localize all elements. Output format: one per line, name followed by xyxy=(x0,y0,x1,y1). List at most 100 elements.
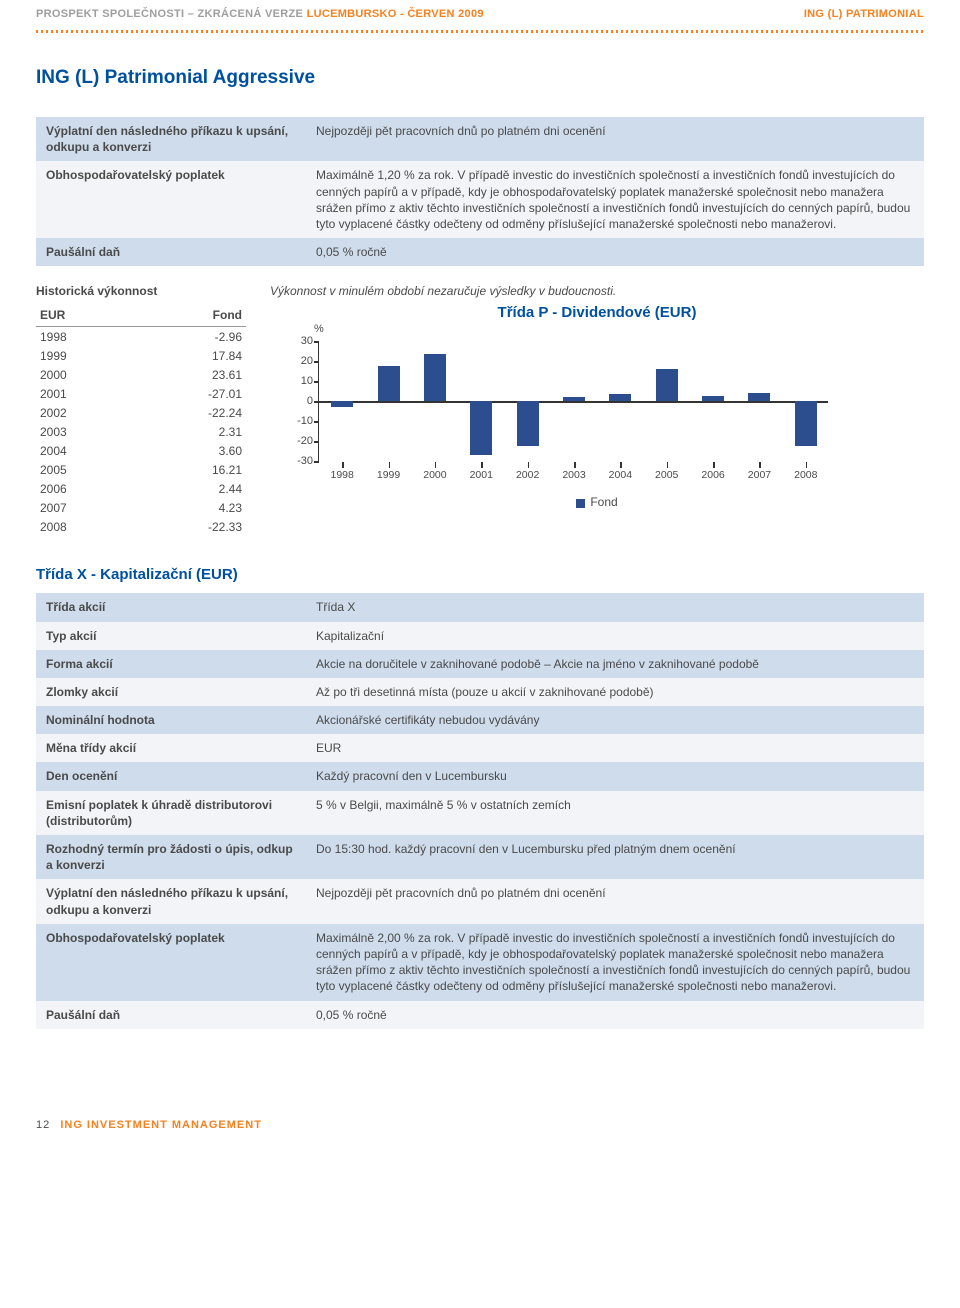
table-row: Emisní poplatek k úhradě distributorovi … xyxy=(36,791,924,835)
x-tick xyxy=(759,462,761,468)
row-value: EUR xyxy=(306,734,924,762)
x-tick xyxy=(806,462,808,468)
row-value: Maximálně 1,20 % za rok. V případě inves… xyxy=(306,161,924,238)
table-row: Paušální daň0,05 % ročně xyxy=(36,238,924,266)
y-tick-label: 0 xyxy=(289,395,319,407)
history-row: 20062.44 xyxy=(36,479,246,498)
history-value: -22.33 xyxy=(131,517,246,536)
chart-block: Výkonnost v minulém období nezaručuje vý… xyxy=(270,284,924,509)
header-left: PROSPEKT SPOLEČNOSTI – ZKRÁCENÁ VERZE LU… xyxy=(36,8,484,20)
history-value: 17.84 xyxy=(131,346,246,365)
section-x-table: Třída akciíTřída XTyp akciíKapitalizační… xyxy=(36,593,924,1028)
x-tick xyxy=(435,462,437,468)
history-row: 1998-2.96 xyxy=(36,327,246,347)
history-table: EURFond1998-2.96199917.84200023.612001-2… xyxy=(36,306,246,536)
row-label: Obhospodařovatelský poplatek xyxy=(36,924,306,1001)
history-row: 199917.84 xyxy=(36,346,246,365)
history-value: 16.21 xyxy=(131,460,246,479)
row-value: Až po tři desetinná místa (pouze u akcií… xyxy=(306,678,924,706)
row-label: Třída akcií xyxy=(36,593,306,621)
x-tick-label: 1999 xyxy=(377,469,400,481)
legend-label: Fond xyxy=(590,495,617,509)
bar xyxy=(424,354,446,401)
chart-title: Třída P - Dividendové (EUR) xyxy=(270,304,924,321)
row-label: Paušální daň xyxy=(36,1001,306,1029)
chart-note: Výkonnost v minulém období nezaručuje vý… xyxy=(270,284,924,298)
history-year: 2000 xyxy=(36,365,131,384)
history-row: 200023.61 xyxy=(36,365,246,384)
row-value: Kapitalizační xyxy=(306,622,924,650)
page-number: 12 xyxy=(36,1119,50,1131)
row-value: 0,05 % ročně xyxy=(306,1001,924,1029)
bar xyxy=(609,394,631,401)
table-row: Den oceněníKaždý pracovní den v Lucembur… xyxy=(36,762,924,790)
x-tick xyxy=(481,462,483,468)
row-value: 5 % v Belgii, maximálně 5 % v ostatních … xyxy=(306,791,924,835)
x-tick xyxy=(389,462,391,468)
chart-legend: Fond xyxy=(270,495,924,509)
x-tick-label: 2005 xyxy=(655,469,678,481)
history-row: 200516.21 xyxy=(36,460,246,479)
x-tick xyxy=(574,462,576,468)
bar xyxy=(795,401,817,446)
chart-pct-label: % xyxy=(314,323,924,335)
history-row: 2008-22.33 xyxy=(36,517,246,536)
dotted-divider xyxy=(36,30,924,33)
bar xyxy=(378,366,400,402)
table-row: Forma akciíAkcie na doručitele v zakniho… xyxy=(36,650,924,678)
table-row: Obhospodařovatelský poplatekMaximálně 2,… xyxy=(36,924,924,1001)
y-tick-label: 30 xyxy=(289,335,319,347)
page-header: PROSPEKT SPOLEČNOSTI – ZKRÁCENÁ VERZE LU… xyxy=(36,8,924,30)
history-value: 2.31 xyxy=(131,422,246,441)
row-label: Typ akcií xyxy=(36,622,306,650)
x-tick-label: 2006 xyxy=(701,469,724,481)
x-tick-label: 2003 xyxy=(562,469,585,481)
row-value: Maximálně 2,00 % za rok. V případě inves… xyxy=(306,924,924,1001)
row-label: Výplatní den následného příkazu k upsání… xyxy=(36,879,306,923)
legend-swatch xyxy=(576,499,585,508)
x-tick xyxy=(620,462,622,468)
y-tick-label: 10 xyxy=(289,375,319,387)
table-row: Rozhodný termín pro žádosti o úpis, odku… xyxy=(36,835,924,879)
history-value: 3.60 xyxy=(131,441,246,460)
table-row: Třída akciíTřída X xyxy=(36,593,924,621)
bar xyxy=(656,369,678,401)
row-label: Výplatní den následného příkazu k upsání… xyxy=(36,117,306,161)
row-value: Do 15:30 hod. každý pracovní den v Lucem… xyxy=(306,835,924,879)
x-tick-label: 1998 xyxy=(330,469,353,481)
history-year: 2001 xyxy=(36,384,131,403)
table-row: Typ akciíKapitalizační xyxy=(36,622,924,650)
row-label: Emisní poplatek k úhradě distributorovi … xyxy=(36,791,306,835)
row-value: 0,05 % ročně xyxy=(306,238,924,266)
table-row: Obhospodařovatelský poplatekMaximálně 1,… xyxy=(36,161,924,238)
page: PROSPEKT SPOLEČNOSTI – ZKRÁCENÁ VERZE LU… xyxy=(0,0,960,1151)
history-row: 20074.23 xyxy=(36,498,246,517)
y-tick-label: -30 xyxy=(289,455,319,467)
footer-text: ING INVESTMENT MANAGEMENT xyxy=(60,1119,262,1131)
history-row: 20032.31 xyxy=(36,422,246,441)
history-year: 2005 xyxy=(36,460,131,479)
chart-area: 3020100-10-20-30199819992000200120022003… xyxy=(284,337,844,487)
row-value: Akcie na doručitele v zaknihované podobě… xyxy=(306,650,924,678)
page-footer: 12 ING INVESTMENT MANAGEMENT xyxy=(36,1119,924,1131)
history-value: 2.44 xyxy=(131,479,246,498)
row-label: Nominální hodnota xyxy=(36,706,306,734)
y-tick-label: 20 xyxy=(289,355,319,367)
history-value: -2.96 xyxy=(131,327,246,347)
history-title: Historická výkonnost xyxy=(36,284,246,298)
history-value: 23.61 xyxy=(131,365,246,384)
history-row: 20043.60 xyxy=(36,441,246,460)
x-tick-label: 2008 xyxy=(794,469,817,481)
section-x-title: Třída X - Kapitalizační (EUR) xyxy=(36,566,924,583)
history-year: 2002 xyxy=(36,403,131,422)
x-tick xyxy=(342,462,344,468)
y-tick-label: -10 xyxy=(289,415,319,427)
history-value: -22.24 xyxy=(131,403,246,422)
row-label: Rozhodný termín pro žádosti o úpis, odku… xyxy=(36,835,306,879)
table-row: Nominální hodnotaAkcionářské certifikáty… xyxy=(36,706,924,734)
bar xyxy=(563,397,585,402)
x-tick-label: 2001 xyxy=(470,469,493,481)
history-value: -27.01 xyxy=(131,384,246,403)
baseline xyxy=(319,401,828,403)
row-label: Paušální daň xyxy=(36,238,306,266)
